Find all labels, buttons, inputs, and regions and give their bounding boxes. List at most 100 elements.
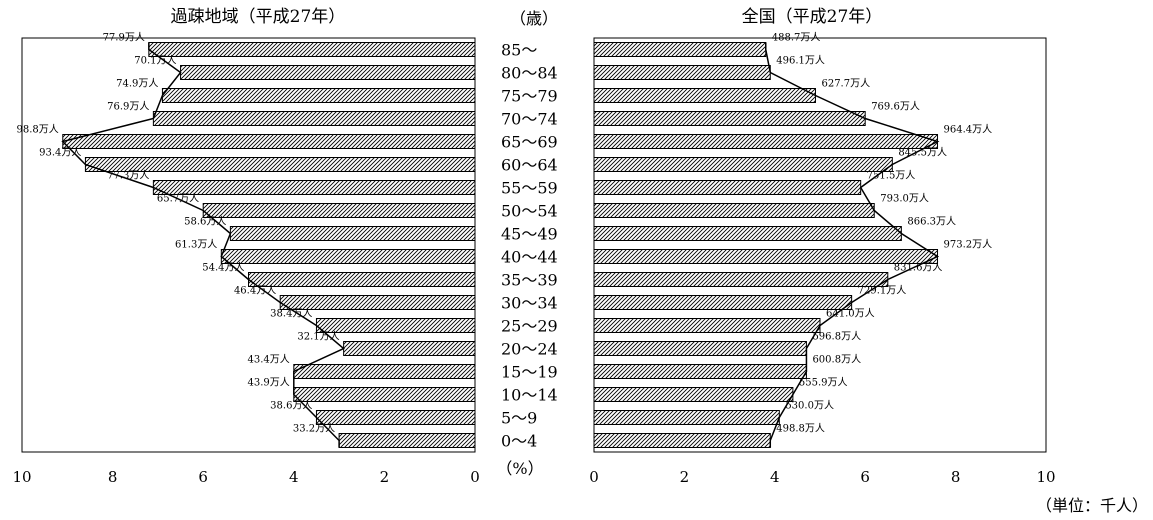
right-bar	[593, 180, 862, 195]
left-bar	[338, 433, 476, 448]
right-bar	[593, 226, 902, 241]
left-x-tick-label: 6	[198, 468, 208, 486]
right-data-label: 498.8万人	[776, 423, 825, 435]
age-group-label: 20～24	[501, 340, 558, 359]
left-data-label: 46.4万人	[234, 285, 276, 297]
left-x-ticks: 10 8 6 4 2 0	[12, 468, 479, 486]
left-data-label: 33.2万人	[293, 423, 335, 435]
left-plot-frame	[21, 37, 476, 453]
age-unit-label: （歳）	[510, 9, 558, 28]
left-x-tick-label: 4	[289, 468, 299, 486]
left-bar	[343, 341, 476, 356]
age-group-label: 65～69	[501, 133, 558, 152]
right-data-label: 831.6万人	[894, 262, 943, 274]
right-x-tick-label: 4	[770, 468, 780, 486]
left-data-label: 38.6万人	[270, 400, 312, 412]
right-chart-title: 全国（平成27年）	[742, 7, 883, 27]
age-group-label: 30～34	[501, 294, 558, 313]
right-data-label: 729.1万人	[858, 285, 907, 297]
right-bar	[593, 65, 771, 80]
right-bar	[593, 249, 939, 264]
left-data-label: 77.9万人	[103, 32, 145, 44]
right-data-label: 751.5万人	[867, 170, 916, 182]
age-group-label: 35～39	[501, 271, 558, 290]
right-bar	[593, 295, 853, 310]
right-bar	[593, 364, 807, 379]
left-chart-title: 過疎地域（平成27年）	[171, 7, 346, 27]
age-group-label: 15～19	[501, 363, 558, 382]
right-x-ticks: 0 2 4 6 8 10	[589, 468, 1055, 486]
left-bar	[220, 249, 476, 264]
right-data-label: 530.0万人	[785, 400, 834, 412]
right-data-label: 793.0万人	[880, 193, 929, 205]
left-data-label: 58.6万人	[184, 216, 226, 228]
left-bar	[248, 272, 476, 287]
left-bars: 77.9万人 70.1万人 74.9万人 76.9万人 98.8万人 93.4万人 77.3…	[17, 32, 476, 448]
age-group-label: 55～59	[501, 179, 558, 198]
left-bar	[180, 65, 476, 80]
age-group-label: 45～49	[501, 225, 558, 244]
left-x-tick-label: 0	[470, 468, 480, 486]
age-group-label: 40～44	[501, 248, 558, 267]
age-group-label: 75～79	[501, 87, 558, 106]
left-bar	[315, 410, 476, 425]
left-bar	[84, 157, 476, 172]
left-data-label: 74.9万人	[116, 78, 158, 90]
left-data-label: 32.1万人	[297, 331, 339, 343]
left-bar	[152, 180, 476, 195]
left-data-label: 43.4万人	[248, 354, 290, 366]
right-data-label: 866.3万人	[907, 216, 956, 228]
left-bar	[293, 387, 476, 402]
right-x-tick-label: 6	[860, 468, 870, 486]
age-group-label: 10～14	[501, 386, 558, 405]
right-bar	[593, 111, 866, 126]
right-x-tick-label: 10	[1036, 468, 1055, 486]
age-group-label: 60～64	[501, 156, 558, 175]
right-bars: 488.7万人496.1万人627.7万人769.6万人964.4万人845.5…	[593, 32, 993, 448]
right-bar	[593, 410, 780, 425]
left-data-label: 61.3万人	[175, 239, 217, 251]
left-data-label: 54.4万人	[202, 262, 244, 274]
right-data-label: 555.9万人	[799, 377, 848, 389]
left-bar	[279, 295, 476, 310]
right-data-label: 973.2万人	[944, 239, 993, 251]
right-bar	[593, 42, 767, 57]
age-group-label: 5～9	[501, 409, 537, 428]
right-data-label: 627.7万人	[821, 78, 870, 90]
left-bar	[202, 203, 476, 218]
percent-unit-label: （%）	[496, 459, 543, 478]
left-bar	[229, 226, 476, 241]
age-group-label: 70～74	[501, 110, 558, 129]
left-x-tick-label: 10	[12, 468, 31, 486]
right-data-label: 496.1万人	[776, 55, 825, 67]
age-group-label: 50～54	[501, 202, 558, 221]
left-bar	[148, 42, 476, 57]
right-data-label: 596.8万人	[812, 331, 861, 343]
left-bar	[315, 318, 476, 333]
age-labels: 85～ 80～84 75～79 70～74 65～69 60～64 55～59 50～54 45…	[501, 41, 558, 451]
right-bar	[593, 387, 794, 402]
right-bar	[593, 203, 875, 218]
left-outline-line	[61, 42, 346, 448]
right-bar	[593, 134, 939, 149]
right-bar	[593, 341, 807, 356]
left-data-label: 93.4万人	[39, 147, 81, 159]
left-x-tick-label: 8	[108, 468, 118, 486]
right-x-tick-label: 8	[951, 468, 961, 486]
right-data-label: 600.8万人	[812, 354, 861, 366]
left-bar	[152, 111, 476, 126]
right-data-label: 641.0万人	[826, 308, 875, 320]
age-group-label: 0～4	[501, 432, 537, 451]
right-data-label: 488.7万人	[772, 32, 821, 44]
left-bar	[62, 134, 476, 149]
right-bar	[593, 272, 889, 287]
left-data-label: 43.9万人	[248, 377, 290, 389]
age-group-label: 25～29	[501, 317, 558, 336]
left-data-label: 76.9万人	[107, 101, 149, 113]
left-data-label: 98.8万人	[17, 124, 59, 136]
left-data-label: 70.1万人	[134, 55, 176, 67]
left-data-label: 77.3万人	[107, 170, 149, 182]
right-data-label: 964.4万人	[944, 124, 993, 136]
left-bar	[293, 364, 476, 379]
